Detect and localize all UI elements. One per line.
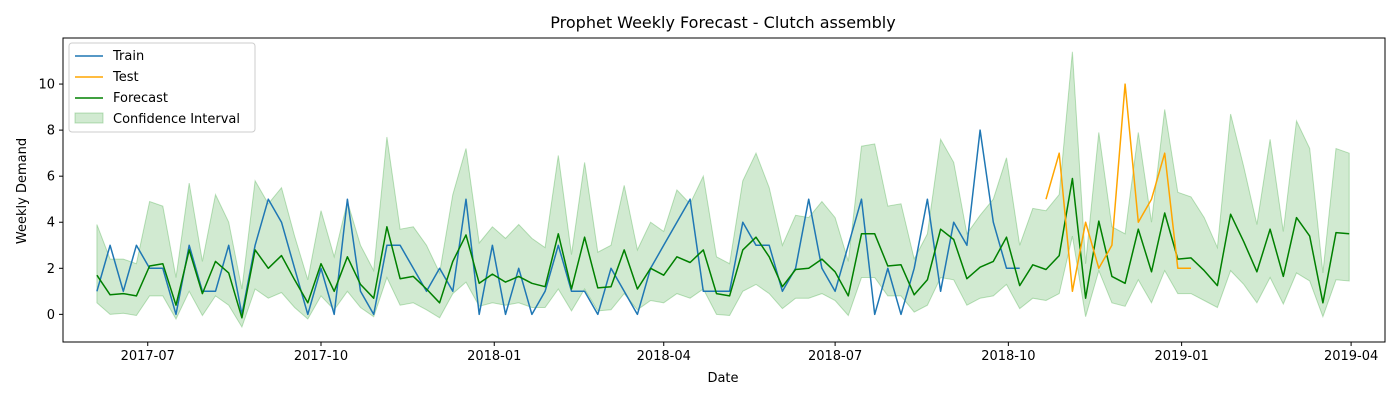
series-line-test	[1045, 83, 1191, 293]
legend-label-confidence-interval: Confidence Interval	[113, 112, 240, 127]
y-axis: 0 2 4 6 8 10	[38, 78, 63, 323]
series-line-forecast	[96, 177, 1350, 319]
legend-label-test: Test	[112, 70, 139, 85]
legend: Train Test Forecast Confidence Interval	[68, 42, 256, 133]
y-tick-label: 2	[47, 262, 55, 277]
plot-frame	[62, 37, 1386, 343]
legend-box	[68, 42, 256, 133]
y-tick-label: 4	[47, 216, 55, 231]
y-tick-label: 0	[47, 308, 55, 323]
series-layer	[96, 83, 1350, 319]
legend-label-train: Train	[112, 49, 144, 64]
legend-swatch-confidence-interval	[74, 112, 104, 124]
x-tick-label: 2017-10	[294, 349, 348, 364]
x-tick-label: 2018-01	[467, 349, 521, 364]
y-tick-label: 10	[38, 78, 55, 93]
y-tick-label: 6	[47, 170, 55, 185]
y-axis-title: Weekly Demand	[15, 138, 30, 244]
confidence-interval-layer	[96, 51, 1350, 329]
x-tick-label: 2019-04	[1324, 349, 1378, 364]
confidence-interval-band	[96, 51, 1350, 329]
x-tick-label: 2018-07	[808, 349, 862, 364]
y-tick-label: 8	[47, 124, 55, 139]
x-axis: 2017-07 2017-10 2018-01 2018-04 2018-07 2018-…	[121, 342, 1378, 364]
x-tick-label: 2018-10	[981, 349, 1035, 364]
series-line-train	[96, 129, 1020, 316]
x-axis-title: Date	[707, 371, 738, 386]
x-tick-label: 2018-04	[637, 349, 691, 364]
x-tick-label: 2017-07	[121, 349, 175, 364]
legend-label-forecast: Forecast	[113, 91, 168, 106]
chart-title: Prophet Weekly Forecast - Clutch assembl…	[550, 13, 895, 32]
x-tick-label: 2019-01	[1154, 349, 1208, 364]
